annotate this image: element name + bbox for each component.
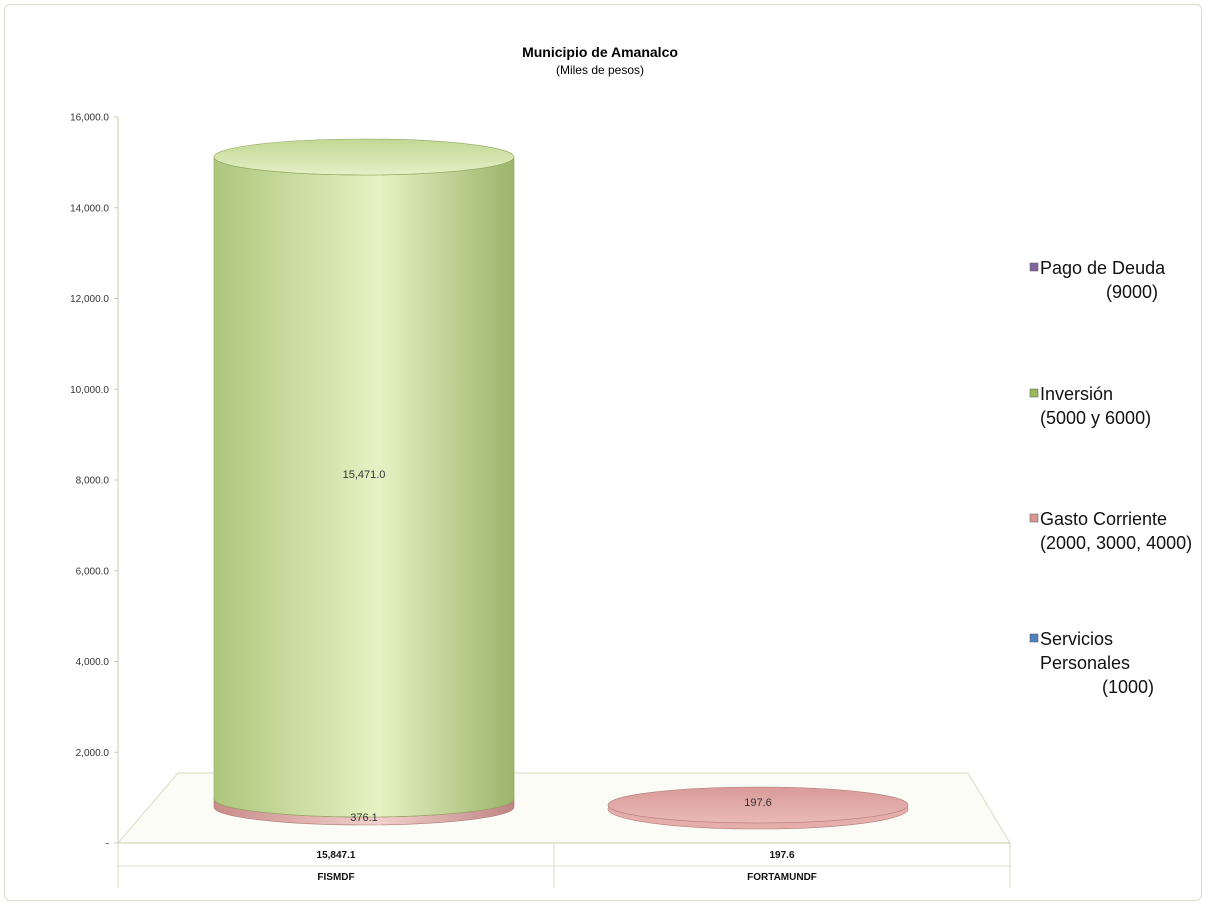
chart-title: Municipio de Amanalco: [522, 44, 678, 60]
y-axis: - 2,000.0 4,000.0 6,000.0 8,000.0 10,000.0 12,…: [70, 113, 119, 850]
chart-frame: [4, 4, 1202, 901]
y-tick-label: 16,000.0: [70, 113, 109, 124]
table-total-fismdf: 15,847.1: [317, 850, 356, 861]
data-label-fismdf-inversion: 15,471.0: [343, 469, 386, 481]
chart-subtitle: (Miles de pesos): [556, 63, 644, 77]
data-label-fismdf-gasto-corriente: 376.1: [350, 812, 378, 824]
data-label-fortamundf-gasto-corriente: 197.6: [744, 797, 772, 809]
legend-label: Pago de Deuda: [1040, 258, 1166, 278]
legend-label: (2000, 3000, 4000): [1040, 533, 1192, 553]
legend-swatch: [1029, 388, 1039, 398]
legend-swatch: [1029, 513, 1039, 523]
data-labels: 15,471.0 376.1 197.6: [343, 469, 772, 824]
y-tick-label: 10,000.0: [70, 385, 109, 396]
bar-segment-fismdf-inversion: [213, 156, 515, 818]
y-tick-label: 6,000.0: [76, 566, 110, 577]
bar-segment-fismdf-inversion-top: [213, 138, 515, 176]
legend-label: Inversión: [1040, 384, 1113, 404]
y-tick-label: 12,000.0: [70, 294, 109, 305]
legend-swatch: [1029, 633, 1039, 643]
y-tick-label: 8,000.0: [76, 476, 110, 487]
data-table: 15,847.1 FISMDF 197.6 FORTAMUNDF: [117, 842, 1011, 888]
legend-label: (1000): [1102, 677, 1154, 697]
legend-label: (9000): [1106, 282, 1158, 302]
y-tick-label: -: [106, 839, 109, 850]
y-tick-label: 4,000.0: [76, 657, 110, 668]
legend-label: Gasto Corriente: [1040, 509, 1167, 529]
bars: [213, 138, 909, 830]
legend-swatch: [1029, 262, 1039, 272]
x-category-label-fortamundf: FORTAMUNDF: [747, 872, 817, 883]
legend-label: Personales: [1040, 653, 1130, 673]
bar-segment-fortamundf-gasto-corriente-top: [607, 786, 909, 824]
x-category-label-fismdf: FISMDF: [317, 872, 354, 883]
y-tick-label: 2,000.0: [76, 748, 110, 759]
legend: Pago de Deuda (9000) Inversión (5000 y 6000…: [1029, 258, 1192, 697]
table-total-fortamundf: 197.6: [769, 850, 794, 861]
legend-label: Servicios: [1040, 629, 1113, 649]
y-tick-label: 14,000.0: [70, 203, 109, 214]
legend-label: (5000 y 6000): [1040, 408, 1151, 428]
